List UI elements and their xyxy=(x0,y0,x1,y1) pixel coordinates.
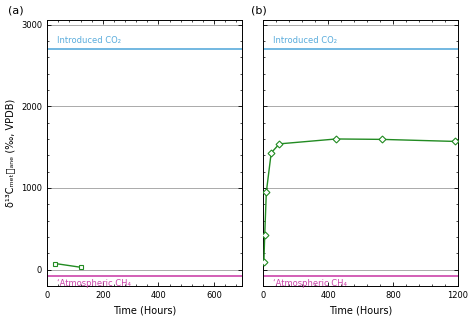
Text: (a): (a) xyxy=(8,5,24,15)
X-axis label: Time (Hours): Time (Hours) xyxy=(329,306,392,316)
Text: ‘Atmospheric CH₄: ‘Atmospheric CH₄ xyxy=(57,279,131,288)
Text: (b): (b) xyxy=(251,5,267,15)
Text: Introduced CO₂: Introduced CO₂ xyxy=(57,36,121,45)
Text: Introduced CO₂: Introduced CO₂ xyxy=(273,36,337,45)
X-axis label: Time (Hours): Time (Hours) xyxy=(113,306,176,316)
Text: ‘Atmospheric CH₄: ‘Atmospheric CH₄ xyxy=(273,279,347,288)
Y-axis label: δ¹³Cₘₑₜℊₐₙₑ (‰, VPDB): δ¹³Cₘₑₜℊₐₙₑ (‰, VPDB) xyxy=(6,99,16,207)
